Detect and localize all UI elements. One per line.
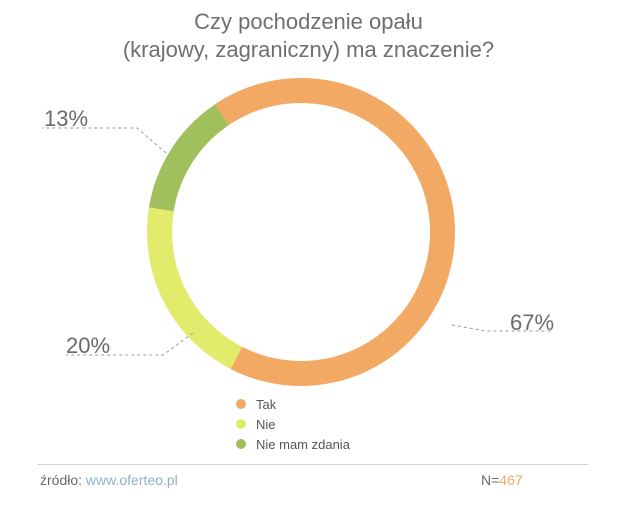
legend-swatch-nie	[236, 419, 246, 429]
leader-line-nie-mam-zdania	[42, 127, 167, 154]
legend-item-nie-mam-zdania: Nie mam zdania	[236, 434, 350, 454]
legend-item-nie: Nie	[236, 414, 350, 434]
sample-size-label: N=	[481, 472, 500, 488]
legend-label-nie: Nie	[256, 416, 276, 432]
data-label-tak: 67%	[510, 310, 554, 335]
sample-size: N=467	[481, 472, 523, 488]
legend-label-tak: Tak	[256, 396, 277, 412]
donut-slice-nie	[147, 207, 243, 369]
source-link[interactable]: www.oferteo.pl	[85, 472, 178, 488]
legend-label-nie-mam-zdania: Nie mam zdania	[256, 436, 350, 452]
chart-title-line2: (krajowy, zagraniczny) ma znaczenie?	[122, 37, 495, 62]
leader-line-nie	[66, 332, 194, 356]
donut-slice-tak	[214, 77, 455, 386]
footer-divider	[38, 464, 588, 465]
legend-item-tak: Tak	[236, 394, 350, 414]
legend-swatch-tak	[236, 399, 246, 409]
chart-title: Czy pochodzenie opału (krajowy, zagranic…	[0, 8, 617, 64]
data-label-nie: 20%	[66, 333, 110, 358]
donut-slice-nie-mam-zdania	[148, 104, 229, 212]
source-note: źródło: www.oferteo.pl	[40, 472, 178, 488]
sample-size-value: 467	[499, 472, 523, 488]
source-label: źródło:	[40, 472, 83, 488]
legend: Tak Nie Nie mam zdania	[236, 394, 350, 454]
chart-title-line1: Czy pochodzenie opału	[194, 9, 423, 34]
legend-swatch-nie-mam-zdania	[236, 439, 246, 449]
data-label-nie-mam-zdania: 13%	[44, 106, 88, 131]
leader-line-tak	[451, 324, 553, 332]
